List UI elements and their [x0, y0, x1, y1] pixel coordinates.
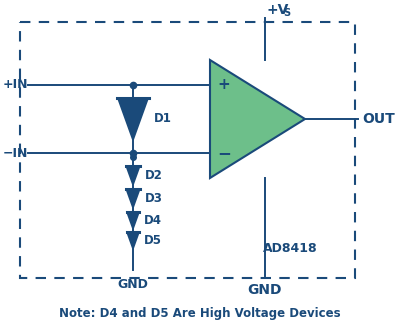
- Text: +IN: +IN: [3, 78, 28, 91]
- Text: S: S: [283, 8, 290, 18]
- Text: Note: D4 and D5 Are High Voltage Devices: Note: D4 and D5 Are High Voltage Devices: [59, 307, 341, 320]
- Polygon shape: [127, 212, 139, 228]
- Polygon shape: [127, 232, 139, 248]
- Text: −: −: [217, 144, 231, 162]
- Text: GND: GND: [248, 283, 282, 297]
- Text: D2: D2: [145, 169, 163, 182]
- Polygon shape: [210, 60, 305, 178]
- Text: D5: D5: [144, 234, 162, 247]
- Text: OUT: OUT: [362, 112, 395, 126]
- Text: D3: D3: [145, 192, 163, 205]
- Polygon shape: [126, 166, 140, 184]
- Text: AD8418: AD8418: [263, 242, 317, 255]
- Polygon shape: [126, 189, 140, 207]
- Polygon shape: [118, 98, 148, 140]
- Text: −IN: −IN: [3, 147, 28, 160]
- Text: +V: +V: [267, 3, 289, 17]
- Text: D4: D4: [144, 214, 162, 227]
- Text: D1: D1: [154, 112, 171, 126]
- Text: +: +: [218, 77, 230, 92]
- Text: GND: GND: [118, 278, 148, 291]
